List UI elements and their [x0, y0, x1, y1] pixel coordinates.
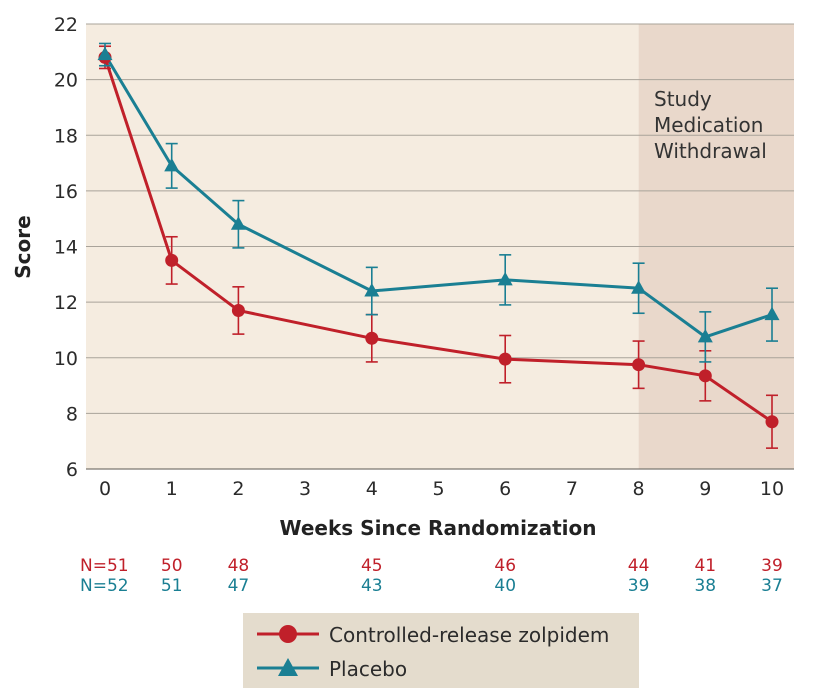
data-point — [765, 415, 779, 429]
legend-zolpidem-label: Controlled-release zolpidem — [329, 623, 610, 647]
x-tick-label: 3 — [299, 478, 311, 500]
legend-item-zolpidem: Controlled-release zolpidem — [243, 618, 639, 650]
x-tick-label: 0 — [99, 478, 111, 500]
y-tick-label: 18 — [54, 125, 78, 147]
data-point — [764, 306, 780, 321]
x-tick-label: 2 — [232, 478, 244, 500]
x-tick-label: 4 — [366, 478, 378, 500]
y-tick-label: 20 — [54, 70, 78, 92]
withdrawal-label-line: Medication — [654, 113, 763, 137]
data-point — [697, 328, 713, 343]
x-tick-label: 5 — [432, 478, 444, 500]
n-count-value: 38 — [694, 576, 716, 596]
x-tick-label: 10 — [760, 478, 784, 500]
data-point — [97, 46, 113, 61]
y-tick-label: 12 — [54, 292, 78, 314]
data-point — [365, 331, 379, 345]
data-point — [631, 280, 647, 294]
n-count-label: N=52 — [80, 576, 129, 596]
x-tick-label: 8 — [633, 478, 645, 500]
data-point — [498, 352, 512, 366]
y-tick-label: 22 — [54, 14, 78, 36]
data-point — [632, 358, 646, 372]
y-axis-title: Score — [11, 215, 35, 278]
data-point — [698, 369, 712, 383]
legend-item-placebo: Placebo — [243, 652, 639, 684]
n-count-value: 43 — [361, 576, 383, 596]
n-count-value: 47 — [228, 576, 250, 596]
data-point — [231, 303, 245, 317]
x-tick-label: 9 — [699, 478, 711, 500]
y-tick-label: 16 — [54, 181, 78, 203]
legend-zolpidem-symbol — [257, 625, 319, 643]
data-point — [497, 271, 513, 286]
legend-placebo-symbol — [257, 658, 319, 676]
n-count-value: 41 — [694, 556, 716, 576]
legend-placebo-label: Placebo — [329, 657, 408, 681]
withdrawal-label-line: Study — [654, 87, 712, 111]
n-count-value: 37 — [761, 576, 783, 596]
n-count-value: 51 — [161, 576, 183, 596]
n-count-value: 45 — [361, 556, 383, 576]
y-tick-label: 10 — [54, 348, 78, 370]
y-tick-label: 8 — [66, 403, 78, 425]
n-count-value: 50 — [161, 556, 183, 576]
y-tick-label: 6 — [66, 459, 78, 481]
x-tick-label: 1 — [166, 478, 178, 500]
x-axis-title: Weeks Since Randomization — [280, 516, 597, 540]
n-count-value: 48 — [228, 556, 250, 576]
withdrawal-label-line: Withdrawal — [654, 139, 767, 163]
n-count-value: 40 — [494, 576, 516, 596]
data-point — [164, 157, 180, 172]
n-count-label: N=51 — [80, 556, 129, 576]
n-count-value: 39 — [628, 576, 650, 596]
x-tick-label: 7 — [566, 478, 578, 500]
n-count-value: 39 — [761, 556, 783, 576]
data-point — [165, 253, 179, 267]
y-tick-label: 14 — [54, 237, 78, 259]
data-point — [364, 283, 380, 297]
series-line-0 — [103, 56, 773, 423]
n-count-value: 44 — [628, 556, 650, 576]
n-count-value: 46 — [494, 556, 516, 576]
series-line-1 — [103, 53, 773, 339]
x-tick-label: 6 — [499, 478, 511, 500]
data-point — [230, 216, 246, 230]
legend: Controlled-release zolpidem Placebo — [243, 613, 639, 688]
